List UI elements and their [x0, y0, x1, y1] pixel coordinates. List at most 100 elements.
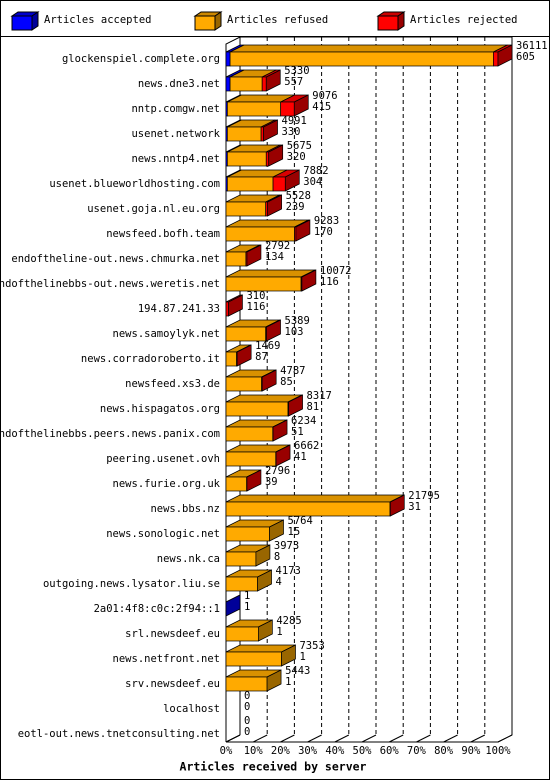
y-tick-label: eotl-out.news.tnetconsulting.net [18, 728, 220, 740]
data-label: 8 [274, 551, 280, 563]
bar [225, 676, 268, 692]
bar [225, 326, 267, 342]
data-label: 134 [265, 251, 284, 263]
data-label: 5675 [287, 140, 312, 152]
data-label: 21795 [408, 490, 440, 502]
bar-side [281, 644, 296, 667]
data-label: 5764 [288, 515, 313, 527]
tick-mark [280, 734, 295, 743]
data-label: 0 [244, 715, 250, 727]
data-label: 41 [294, 451, 307, 463]
bar [227, 126, 262, 142]
bar-side [265, 69, 281, 92]
data-label: 85 [280, 376, 293, 388]
bar [225, 351, 237, 367]
bar [225, 51, 231, 67]
bar [493, 51, 499, 67]
legend-label: Articles rejected [410, 14, 517, 26]
data-label: 81 [307, 401, 320, 413]
bar-side [295, 219, 311, 242]
y-tick-label: usenet.blueworldhosting.com [49, 178, 220, 190]
data-label: 39 [265, 476, 278, 488]
bar [229, 51, 494, 67]
tick-mark [334, 734, 350, 743]
bar-side [255, 544, 271, 567]
tick-mark [443, 734, 458, 743]
x-tick-label: 100% [485, 745, 511, 757]
data-label: 5443 [285, 665, 310, 677]
y-tick-label: nntp.comgw.net [131, 103, 220, 115]
y-tick-label: news.furie.org.uk [113, 478, 221, 490]
bar [225, 251, 247, 267]
y-tick-label: glockenspiel.complete.org [62, 53, 220, 65]
tick-mark [225, 734, 241, 743]
y-tick-label: srv.newsdeef.eu [125, 678, 220, 690]
bar [225, 426, 274, 442]
data-label: 4991 [282, 115, 307, 127]
x-tick-label: 90% [461, 745, 481, 757]
data-label: 31 [408, 501, 421, 513]
tick-mark [307, 734, 322, 743]
data-label: 1 [244, 601, 250, 613]
data-label: 5389 [285, 315, 310, 327]
x-tick-label: 80% [434, 745, 454, 757]
data-label: 320 [287, 151, 306, 163]
x-tick-label: 0% [220, 745, 233, 757]
data-label: 1 [299, 651, 305, 663]
data-label: 2792 [265, 240, 290, 252]
data-label: 304 [303, 176, 322, 188]
data-label: 6234 [291, 415, 316, 427]
tick-mark [252, 734, 268, 743]
data-label: 51 [291, 426, 304, 438]
y-tick-label: endofthelinebbs.peers.news.panix.com [0, 428, 220, 440]
data-label: 605 [516, 51, 535, 63]
bar-side [225, 594, 241, 617]
data-label: 1 [276, 626, 282, 638]
bar-side [263, 119, 278, 142]
bar-side [266, 319, 281, 342]
bar-top [225, 269, 316, 278]
data-label: 9283 [314, 215, 339, 227]
bar [227, 101, 282, 117]
bar [225, 401, 289, 417]
y-tick-label: localhost [163, 703, 220, 715]
bar [225, 276, 302, 292]
data-label: 4285 [276, 615, 301, 627]
tick-mark [416, 734, 431, 743]
y-tick-label: outgoing.news.lysator.liu.se [43, 578, 220, 590]
bar [225, 526, 270, 542]
tick-mark [388, 734, 404, 743]
x-tick-label: 50% [353, 745, 373, 757]
legend-swatch [397, 11, 405, 31]
bar [225, 301, 229, 317]
bar-side [389, 494, 405, 517]
bar-side [228, 294, 243, 317]
y-tick-label: news.sonologic.net [106, 528, 220, 540]
tick-mark [361, 734, 377, 743]
y-tick-label: newsfeed.bofh.team [106, 228, 220, 240]
data-label: 170 [314, 226, 333, 238]
bar-side [267, 194, 282, 217]
bar-side [236, 344, 252, 367]
bar-side [257, 569, 272, 592]
y-tick-label: news.netfront.net [113, 653, 220, 665]
data-label: 1469 [255, 340, 280, 352]
bar [225, 476, 248, 492]
legend-swatch [194, 15, 216, 31]
data-label: 5528 [286, 190, 311, 202]
data-label: 116 [320, 276, 339, 288]
bar [265, 151, 270, 167]
bar-side [301, 269, 317, 292]
bar [225, 201, 267, 217]
data-label: 330 [282, 126, 301, 138]
data-label: 557 [284, 76, 303, 88]
y-tick-label: 2a01:4f8:c0c:2f94::1 [94, 603, 220, 615]
data-label: 87 [255, 351, 268, 363]
legend-swatch [11, 15, 33, 31]
bar [261, 76, 267, 92]
data-label: 4 [276, 576, 282, 588]
data-label: 4787 [280, 365, 305, 377]
y-tick-label: peering.usenet.ovh [106, 453, 220, 465]
tick-mark [470, 734, 486, 743]
y-tick-label: newsfeed.xs3.de [125, 378, 220, 390]
